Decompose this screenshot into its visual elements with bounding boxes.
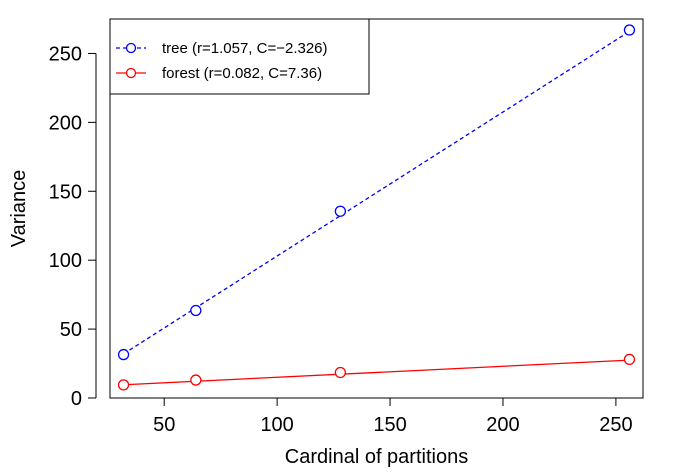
x-axis: 50 100 150 200 250 <box>153 397 633 436</box>
x-axis-title: Cardinal of partitions <box>285 446 468 468</box>
x-tick-label: 150 <box>373 414 406 436</box>
y-tick-label: 150 <box>49 181 82 203</box>
data-point <box>117 348 130 361</box>
x-tick-label: 250 <box>599 414 632 436</box>
legend: tree (r=1.057, C=−2.326) forest (r=0.082,… <box>109 18 370 95</box>
legend-swatch-marker <box>125 67 137 79</box>
series-layer <box>117 24 636 391</box>
legend-swatch-marker <box>125 42 137 54</box>
legend-box <box>109 18 370 95</box>
series-line <box>123 359 630 386</box>
series-line <box>123 30 630 355</box>
y-axis: 0 50 100 150 200 250 <box>49 43 97 410</box>
y-tick-label: 50 <box>60 319 82 341</box>
data-point <box>334 205 347 217</box>
data-point <box>190 304 202 317</box>
y-tick-label: 250 <box>49 43 82 65</box>
x-tick-label: 50 <box>153 414 175 436</box>
x-tick-label: 200 <box>486 414 519 436</box>
y-tick-label: 0 <box>71 388 82 410</box>
data-point <box>334 366 347 379</box>
legend-label: forest (r=0.082, C=7.36) <box>162 65 322 82</box>
y-tick-label: 100 <box>49 250 82 272</box>
series-0 <box>117 24 636 361</box>
y-axis-title: Variance <box>8 170 30 247</box>
x-tick-label: 100 <box>260 414 293 436</box>
data-point <box>190 374 202 386</box>
data-point <box>623 353 636 366</box>
legend-label: tree (r=1.057, C=−2.326) <box>162 40 328 57</box>
series-1 <box>117 353 636 391</box>
data-point <box>623 24 636 36</box>
data-point <box>117 379 130 391</box>
y-tick-label: 200 <box>49 112 82 134</box>
